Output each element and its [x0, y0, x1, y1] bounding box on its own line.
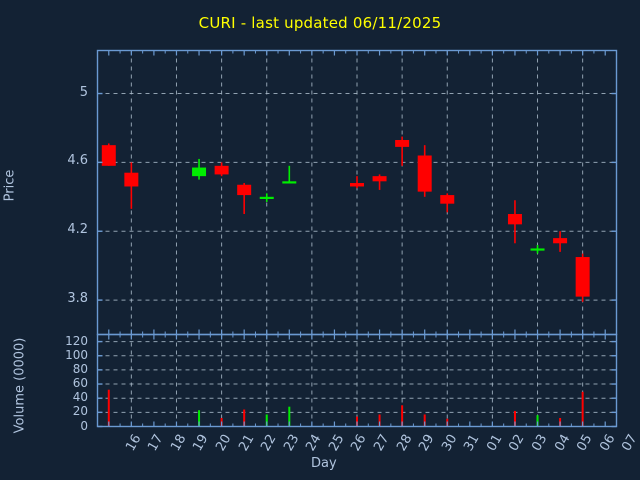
volume-tick-20: 20 — [72, 404, 88, 419]
price-tick-4.2: 4.2 — [67, 222, 88, 238]
price-tick-3.8: 3.8 — [67, 291, 88, 307]
volume-tick-100: 100 — [65, 347, 88, 362]
volume-tick-40: 40 — [72, 390, 88, 405]
chart-title: CURI - last updated 06/11/2025 — [198, 14, 442, 32]
price-tick-4.6: 4.6 — [67, 153, 88, 169]
volume-tick-0: 0 — [80, 418, 88, 433]
volume-tick-120: 120 — [65, 333, 88, 348]
volume-tick-60: 60 — [72, 376, 88, 391]
price-tick-5: 5 — [79, 84, 88, 100]
volume-tick-80: 80 — [72, 361, 88, 376]
x-axis-label: Day — [311, 456, 337, 471]
